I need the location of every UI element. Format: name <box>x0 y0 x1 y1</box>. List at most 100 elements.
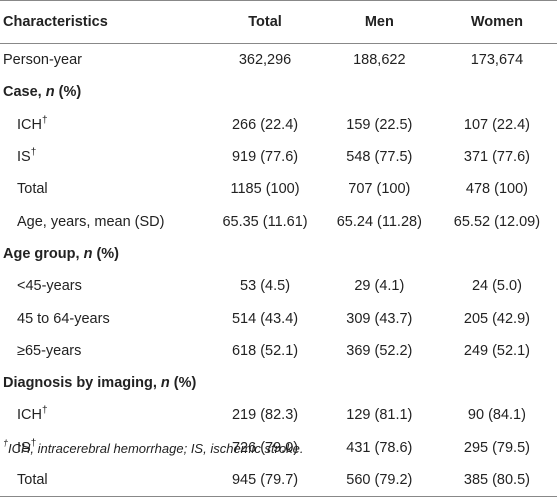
section-label-suffix: (%) <box>169 375 197 392</box>
row-label-text: ≥65-years <box>17 342 82 359</box>
cell-total: 1185 (100) <box>230 181 300 198</box>
section-label: Diagnosis by imaging, n (%) <box>0 367 208 399</box>
section-row: Age group, n (%) <box>0 238 557 270</box>
row-label: 45 to 64-years <box>0 302 208 334</box>
empty-cell <box>208 238 321 270</box>
table-body: Person-year 362,296 188,622 173,674 Case, n … <box>0 44 557 497</box>
header-characteristics: Characteristics <box>0 0 209 44</box>
dagger-mark: † <box>41 405 48 417</box>
row-label: Age, years, mean (SD) <box>0 205 208 237</box>
table-row: ≥65-years 618 (52.1) 369 (52.2) 249 (52.1) <box>0 335 557 367</box>
cell-total: 362,296 <box>238 52 292 69</box>
cell-men: 65.24 (11.28) <box>336 213 422 230</box>
cell-women: 249 (52.1) <box>463 342 530 359</box>
cell-women: 90 (84.1) <box>467 407 526 424</box>
header-total: Total <box>208 0 322 44</box>
row-label-text: Age, years, mean (SD) <box>17 213 165 230</box>
cell-total: 618 (52.1) <box>231 342 299 359</box>
header-women: Women <box>436 0 557 44</box>
empty-cell <box>208 76 321 108</box>
table-row: <45-years 53 (4.5) 29 (4.1) 24 (5.0) <box>0 270 557 302</box>
row-label-text: 45 to 64-years <box>17 310 110 327</box>
section-label-suffix: (%) <box>92 245 120 262</box>
empty-cell <box>208 367 321 399</box>
cell-women: 24 (5.0) <box>471 278 522 295</box>
section-label-italic: n <box>45 84 55 101</box>
row-label-text: ICH <box>17 116 42 133</box>
cell-women: 173,674 <box>470 52 524 69</box>
table-row: 45 to 64-years 514 (43.4) 309 (43.7) 205 (4… <box>0 302 557 334</box>
section-label: Age group, n (%) <box>0 238 208 270</box>
cell-men: 369 (52.2) <box>346 342 413 359</box>
section-row: Case, n (%) <box>0 76 557 108</box>
row-label: Total <box>0 173 208 205</box>
section-label-text: Diagnosis by imaging, <box>3 375 161 392</box>
cell-men: 548 (77.5) <box>346 149 413 166</box>
cell-total: 945 (79.7) <box>208 463 322 497</box>
section-label-italic: n <box>160 375 170 392</box>
row-label: IS† <box>0 141 208 173</box>
cell-women: 65.52 (12.09) <box>453 213 541 230</box>
row-label-text: <45-years <box>17 278 82 295</box>
empty-cell <box>322 76 437 108</box>
empty-cell <box>437 76 557 108</box>
table-row: IS† 919 (77.6) 548 (77.5) 371 (77.6) <box>0 141 557 173</box>
row-label-text: Total <box>17 181 48 198</box>
row-label: ICH† <box>0 109 208 141</box>
footnote-dagger: † <box>3 438 9 448</box>
cell-total: 266 (22.4) <box>231 116 299 133</box>
empty-cell <box>437 367 557 399</box>
section-label: Case, n (%) <box>0 76 208 108</box>
cell-men: 159 (22.5) <box>346 116 413 133</box>
section-label-text: Case, <box>3 84 46 101</box>
row-label-text: IS <box>17 149 31 166</box>
cell-total: 65.35 (11.61) <box>222 213 308 230</box>
row-label: Total <box>0 463 209 497</box>
table-row: IS† 726 (79.0) 431 (78.6) 295 (79.5) <box>0 432 557 464</box>
table-row: Person-year 362,296 188,622 173,674 <box>0 44 557 77</box>
table-row: Total 945 (79.7) 560 (79.2) 385 (80.5) <box>0 463 557 497</box>
cell-men: 431 (78.6) <box>346 439 413 456</box>
cell-total: 219 (82.3) <box>231 407 299 424</box>
cell-men: 309 (43.7) <box>346 310 413 327</box>
cell-total: 514 (43.4) <box>231 310 299 327</box>
cell-men: 188,622 <box>353 52 406 69</box>
cell-women: 107 (22.4) <box>463 116 530 133</box>
cell-women: 295 (79.5) <box>463 439 530 456</box>
section-label-text: Age group, <box>3 245 84 262</box>
table-row: ICH† 266 (22.4) 159 (22.5) 107 (22.4) <box>0 109 557 141</box>
cell-men: 560 (79.2) <box>321 463 437 497</box>
empty-cell <box>322 367 437 399</box>
row-label-text: Total <box>17 472 48 488</box>
section-label-italic: n <box>83 245 93 262</box>
section-row: Diagnosis by imaging, n (%) <box>0 367 557 399</box>
dagger-mark: † <box>30 147 37 159</box>
dagger-mark: † <box>30 437 37 449</box>
footnote: †ICH, intracerebral hemorrhage; IS, isch… <box>3 438 304 456</box>
header-row: Characteristics Total Men Women <box>0 0 557 44</box>
row-label: IS† <box>0 432 208 464</box>
row-label-text: ICH <box>17 407 42 424</box>
dagger-mark: † <box>41 114 48 126</box>
footnote-text: ICH, intracerebral hemorrhage; IS, ische… <box>8 441 304 456</box>
cell-women: 371 (77.6) <box>463 149 530 166</box>
table-row: ICH† 219 (82.3) 129 (81.1) 90 (84.1) <box>0 399 557 431</box>
cell-men: 129 (81.1) <box>346 407 413 424</box>
cell-men: 29 (4.1) <box>354 278 405 295</box>
cell-total: 919 (77.6) <box>231 149 299 166</box>
cell-women: 478 (100) <box>465 181 528 198</box>
cell-men: 707 (100) <box>348 181 411 198</box>
cell-total: 53 (4.5) <box>240 278 291 295</box>
cell-total: 726 (79.0) <box>231 439 299 456</box>
cell-women: 205 (42.9) <box>463 310 530 327</box>
empty-cell <box>437 238 557 270</box>
row-label: ≥65-years <box>0 335 208 367</box>
table-row: Total 1185 (100) 707 (100) 478 (100) <box>0 173 557 205</box>
section-label-suffix: (%) <box>54 84 82 101</box>
empty-cell <box>322 238 437 270</box>
header-men: Men <box>321 0 437 44</box>
row-label: Person-year <box>0 44 208 77</box>
row-label: ICH† <box>0 399 208 431</box>
